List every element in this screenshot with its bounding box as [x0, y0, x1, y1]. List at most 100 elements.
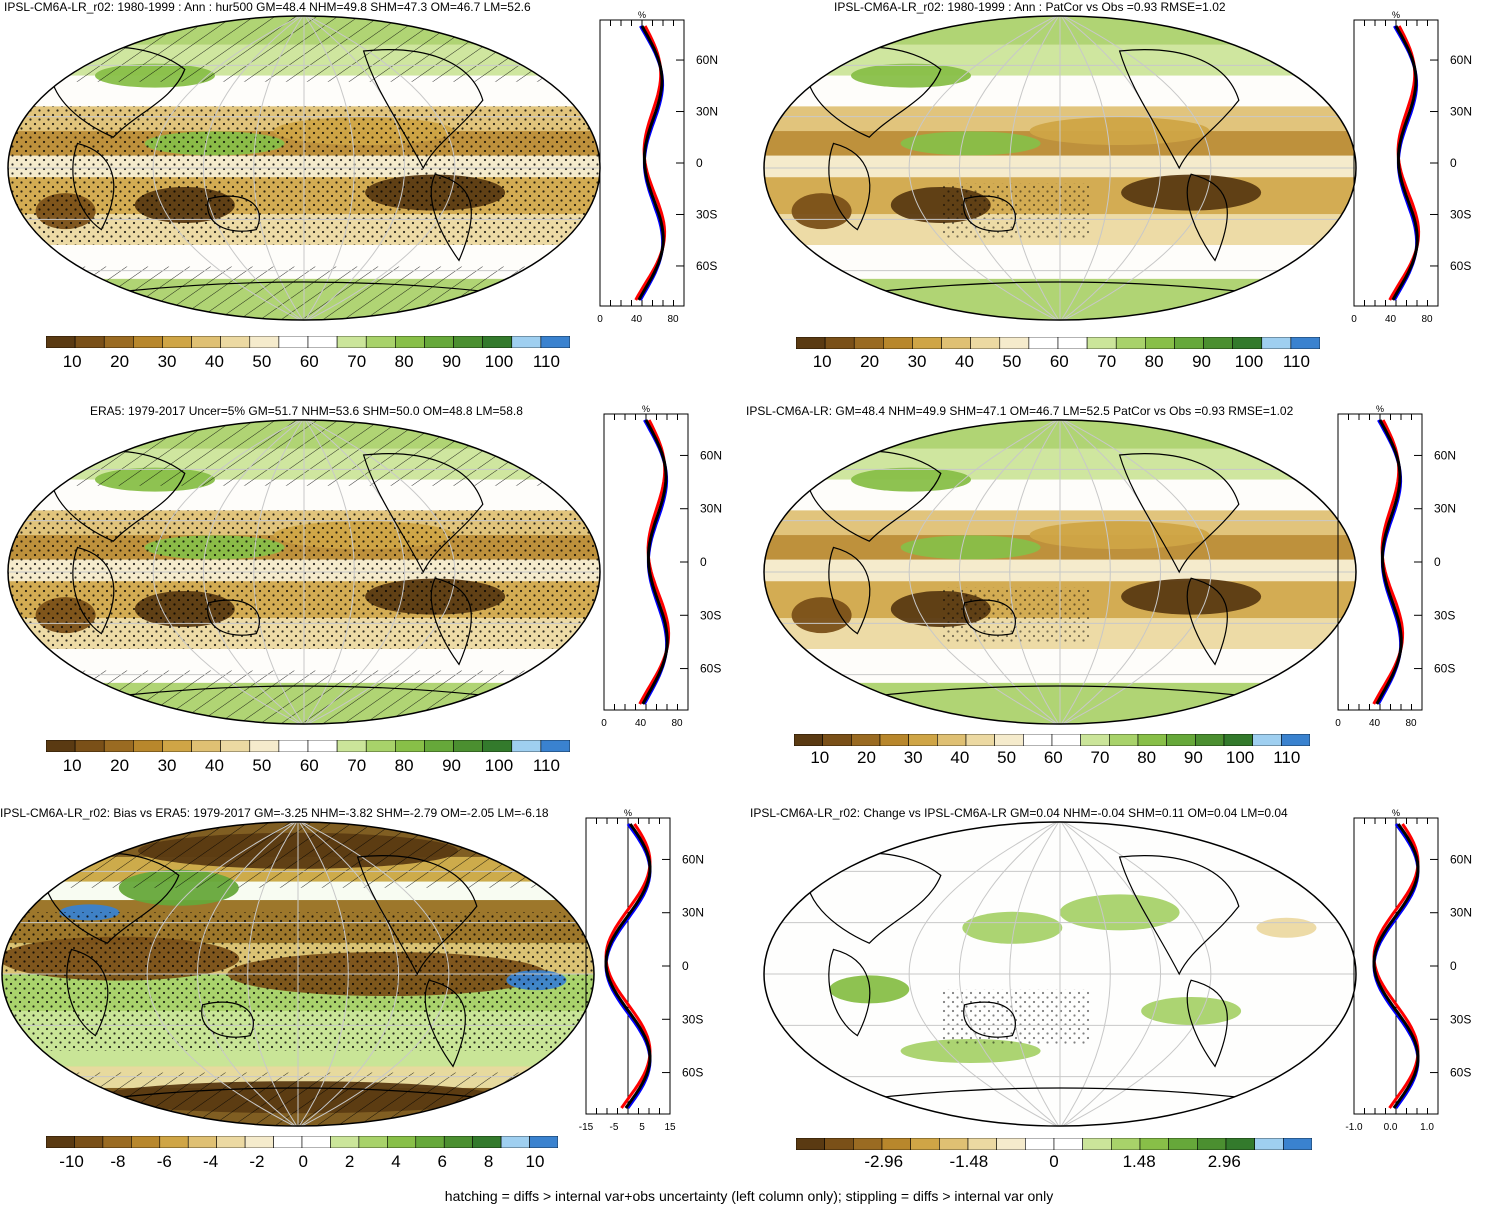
colorbar-tick-label: 20: [110, 756, 130, 775]
colorbar-tick-label: 10: [525, 1152, 545, 1171]
graticule-meridian: [1059, 16, 1111, 320]
profile-lat-label: 30N: [1450, 105, 1472, 119]
colorbar-swatch: [1261, 337, 1292, 349]
profile-lat-label: 30S: [1450, 207, 1471, 221]
map-blob: [900, 535, 1041, 560]
colorbar-tick-label: 4: [391, 1152, 401, 1171]
map-blob: [1121, 578, 1262, 615]
zonal-mean-profile: % 60N 30N 0 30S 60S 0 40 80: [1351, 10, 1472, 325]
profile-x-label: 0: [1351, 314, 1357, 325]
colorbar-tick-label: 40: [954, 352, 974, 371]
colorbar-swatch: [881, 1138, 911, 1150]
graticule-meridian: [303, 16, 456, 320]
coastline: [72, 142, 115, 231]
graticule-meridian: [303, 16, 355, 320]
map-blob: [791, 597, 852, 634]
colorbar-swatch: [74, 1136, 104, 1148]
profile-lat-label: 60S: [696, 259, 717, 273]
profile-x-label: 0: [601, 718, 607, 729]
map-blob: [1029, 521, 1210, 550]
profile-lat-label: 60N: [1450, 53, 1472, 67]
profile-unit-label: %: [624, 808, 632, 818]
graticule-meridian: [146, 822, 299, 1126]
profile-x-label: 80: [1421, 314, 1433, 325]
colorbar-swatch: [395, 740, 425, 752]
colorbar-swatch: [162, 740, 192, 752]
map-blob: [851, 63, 971, 88]
colorbar-swatch: [910, 1138, 940, 1150]
colorbar-tick-label: 70: [347, 756, 367, 775]
coastline: [1186, 173, 1228, 262]
colorbar-swatch: [1111, 1138, 1141, 1150]
colorbar: [796, 337, 1320, 349]
graticule-meridian: [1009, 420, 1061, 724]
colorbar: [794, 734, 1310, 746]
colorbar-swatch: [1028, 337, 1059, 349]
colorbar-swatch: [1082, 1138, 1112, 1150]
colorbar-swatch: [965, 734, 995, 746]
colorbar-tick-label: 40: [204, 756, 224, 775]
profile-lat-label: 60N: [682, 852, 704, 866]
coastline: [362, 453, 484, 574]
colorbar-swatch: [273, 1136, 303, 1148]
colorbar-swatch: [365, 740, 396, 752]
coastline: [424, 979, 466, 1068]
profile-curve: [637, 25, 665, 301]
profile-lat-label: 60N: [1450, 852, 1472, 866]
profile-curve: [1391, 25, 1419, 301]
colorbar-tick-label: 110: [532, 352, 560, 371]
graticule-meridian: [253, 16, 305, 320]
map-blob: [900, 1039, 1041, 1063]
coastline: [362, 49, 484, 170]
colorbar-swatch: [937, 734, 967, 746]
profile-frame: [1337, 413, 1423, 711]
colorbar-swatch: [278, 740, 309, 752]
colorbar-swatch: [301, 1136, 331, 1148]
graticule-meridian: [908, 420, 1061, 724]
profile-lat-label: 0: [682, 959, 689, 973]
profile-x-label: 40: [631, 314, 643, 325]
colorbar-swatch: [482, 336, 513, 348]
colorbar-swatch: [1283, 1138, 1312, 1150]
colorbar-swatch: [824, 1138, 854, 1150]
colorbar-swatch: [249, 740, 280, 752]
graticule-meridian: [1009, 822, 1061, 1126]
colorbar-swatch: [365, 336, 396, 348]
coastline: [1118, 453, 1240, 574]
profile-lat-label: 60N: [700, 448, 722, 462]
graticule-meridian: [1059, 420, 1111, 724]
colorbar-tick-label: 90: [1183, 748, 1203, 767]
map-blob: [1121, 174, 1262, 211]
profile-x-label: 0: [597, 314, 603, 325]
coastline: [828, 546, 871, 635]
profile-x-label: 80: [667, 314, 679, 325]
graticule-meridian: [303, 16, 405, 320]
colorbar-swatch: [999, 337, 1030, 349]
colorbar-tick-label: 100: [484, 756, 514, 775]
colorbar-swatch: [102, 1136, 132, 1148]
colorbar-tick-label: 100: [1225, 748, 1255, 767]
profile-lat-label: 60S: [700, 662, 721, 676]
coastline: [828, 142, 871, 231]
profile-lat-label: 0: [1450, 156, 1457, 170]
colorbar-swatch: [941, 337, 971, 349]
coastline: [430, 173, 472, 262]
profile-lat-label: 60N: [1434, 448, 1456, 462]
colorbar-swatch: [133, 336, 163, 348]
colorbar-tick-label: 110: [532, 756, 560, 775]
panel-title: IPSL-CM6A-LR_r02: Change vs IPSL-CM6A-LR…: [750, 806, 1288, 820]
colorbar-swatch: [1223, 734, 1253, 746]
graticule-meridian: [197, 822, 299, 1126]
colorbar-swatch: [1109, 734, 1139, 746]
graticule-meridian: [1059, 822, 1212, 1126]
colorbar-swatch: [482, 740, 513, 752]
colorbar-swatch: [216, 1136, 246, 1148]
world-map: [7, 419, 601, 725]
colorbar-tick-label: -8: [110, 1152, 126, 1171]
colorbar-swatch: [1023, 734, 1053, 746]
colorbar-tick-label: -10: [59, 1152, 84, 1171]
graticule-meridian: [303, 420, 456, 724]
colorbar-swatch: [1086, 337, 1117, 349]
colorbar-swatch: [424, 740, 454, 752]
profile-unit-label: %: [1376, 404, 1384, 414]
